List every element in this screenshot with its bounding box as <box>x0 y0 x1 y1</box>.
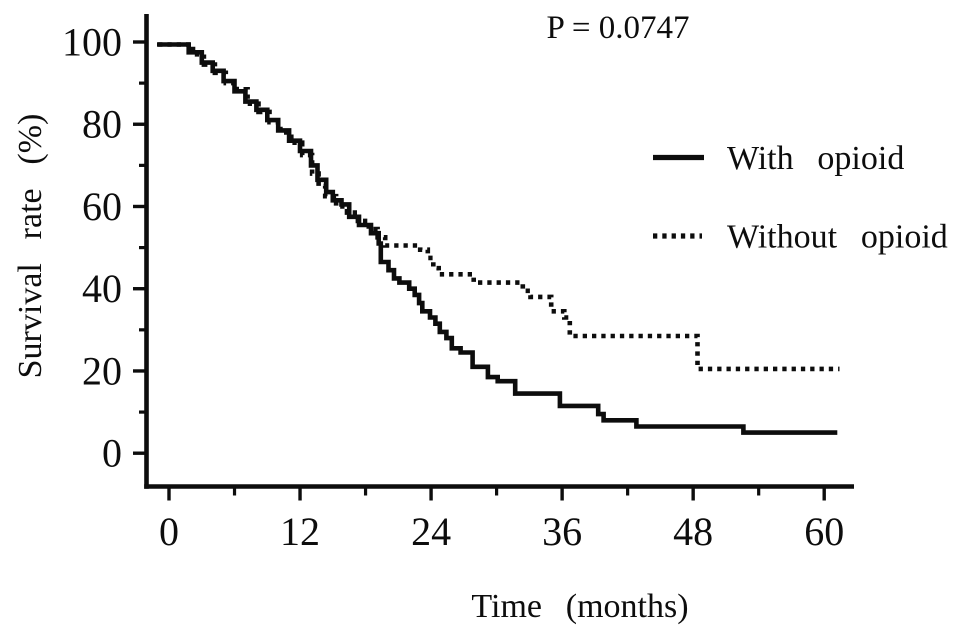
x-tick-label: 60 <box>804 509 844 554</box>
legend-label-without-opioid: Without opioid <box>727 219 948 256</box>
x-axis-title: Time (months) <box>471 588 688 625</box>
y-tick-label: 60 <box>82 184 122 229</box>
y-axis-ticks: 0 20 40 60 80 100 <box>62 20 146 476</box>
with-opioid-curve <box>157 42 838 435</box>
x-tick-label: 12 <box>280 509 320 554</box>
x-tick-label: 48 <box>673 509 713 554</box>
y-tick-label: 40 <box>82 266 122 311</box>
y-tick-label: 100 <box>62 20 122 65</box>
legend-label-with-opioid: With opioid <box>727 140 904 177</box>
p-value-annotation: P = 0.0747 <box>547 10 690 46</box>
y-tick-label: 80 <box>82 102 122 147</box>
x-tick-label: 0 <box>159 509 179 554</box>
y-tick-label: 0 <box>102 431 122 476</box>
legend: With opioid Without opioid <box>653 140 948 256</box>
y-axis-title: Survival rate (%) <box>12 114 49 379</box>
axes <box>144 14 854 489</box>
x-tick-label: 24 <box>411 509 451 554</box>
x-tick-label: 36 <box>542 509 582 554</box>
y-tick-label: 20 <box>82 348 122 393</box>
x-axis-ticks: 0 12 24 36 48 60 <box>159 488 844 554</box>
